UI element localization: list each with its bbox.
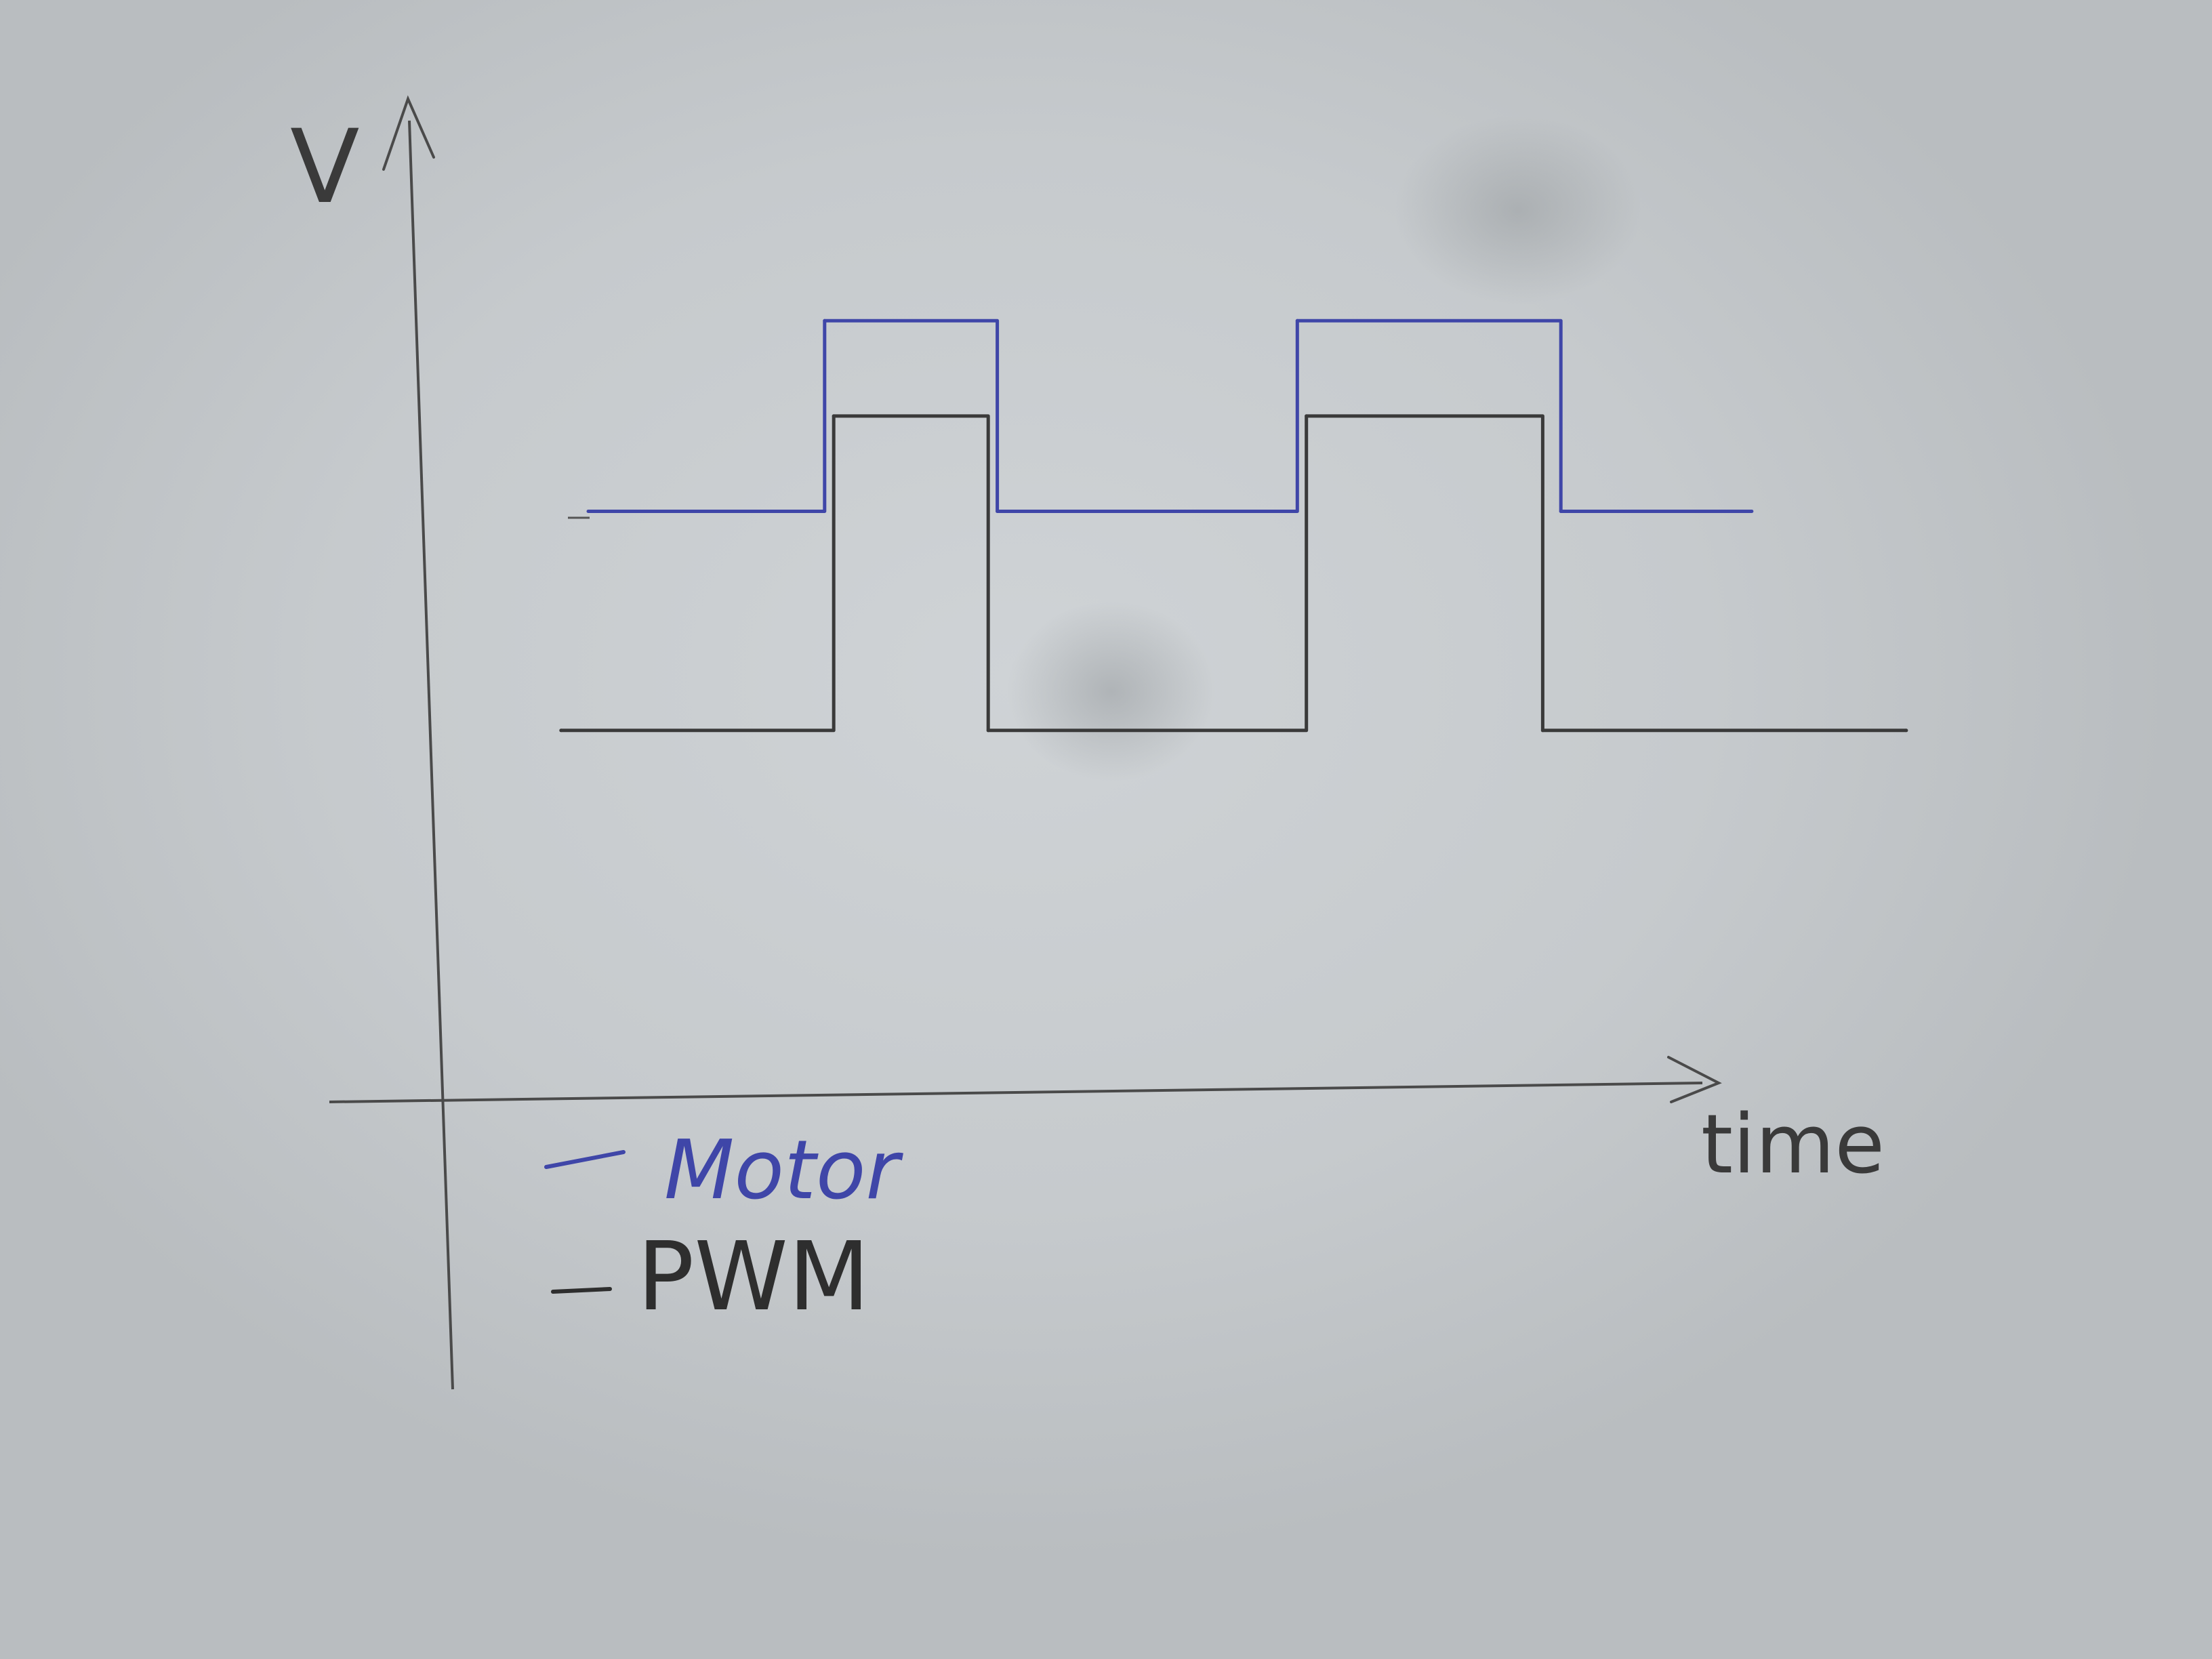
series-line-motor (588, 319, 1752, 513)
legend: Motor PWM (544, 1124, 903, 1332)
legend-swatch-motor (544, 1150, 626, 1169)
series-point-motor (1295, 319, 1299, 323)
series-point-pwm (986, 729, 990, 733)
series-point-motor (1750, 510, 1754, 513)
series-line-pwm (560, 414, 1906, 733)
series-point-pwm (1540, 729, 1544, 733)
x-axis-label: time (1701, 1098, 1885, 1192)
x-axis (329, 1082, 1703, 1103)
series-point-pwm (559, 729, 563, 733)
legend-swatch-pwm (551, 1287, 612, 1294)
series-point-pwm (832, 414, 836, 418)
y-axis (408, 120, 454, 1390)
legend-label-pwm: PWM (637, 1222, 870, 1332)
series-point-pwm (1904, 729, 1908, 733)
y-axis-arrowhead (382, 95, 435, 171)
series-point-motor (586, 510, 590, 513)
series-point-motor (823, 319, 827, 323)
series-point-motor (1559, 510, 1563, 513)
series-point-pwm (1305, 414, 1309, 418)
series-point-motor (996, 510, 1000, 513)
y-axis-label: V (290, 108, 360, 226)
legend-label-motor: Motor (664, 1124, 903, 1218)
x-axis-arrowhead (1667, 1056, 1722, 1103)
